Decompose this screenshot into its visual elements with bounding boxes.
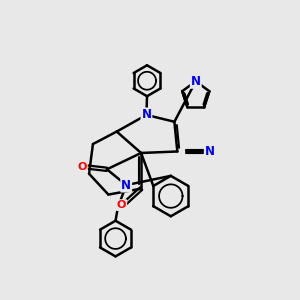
Text: N: N — [205, 145, 215, 158]
Text: N: N — [191, 75, 201, 88]
Text: N: N — [121, 178, 131, 192]
Text: O: O — [117, 200, 126, 210]
Text: O: O — [77, 162, 87, 172]
Text: N: N — [141, 108, 152, 122]
